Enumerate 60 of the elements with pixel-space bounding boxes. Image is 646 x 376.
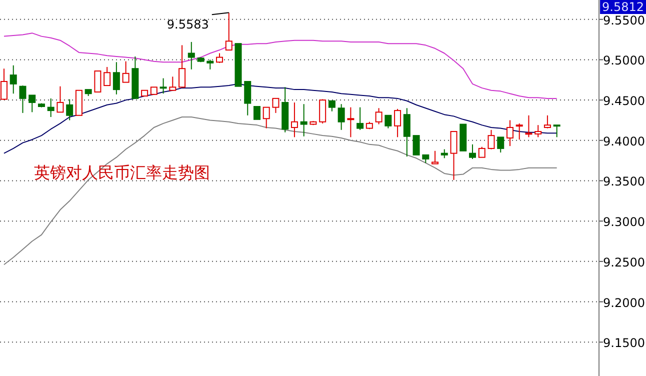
candlestick — [188, 41, 195, 70]
candlestick — [47, 98, 54, 118]
candlestick — [225, 12, 232, 51]
candlestick — [412, 135, 420, 156]
candlestick — [525, 114, 532, 138]
candlestick — [253, 106, 260, 120]
candlestick — [544, 114, 551, 129]
candlestick — [160, 78, 167, 94]
candlestick — [300, 104, 308, 137]
annotation: 9.5583 — [166, 18, 209, 32]
y-tick-label: 9.2000 — [603, 296, 645, 310]
candlestick — [469, 144, 476, 160]
candlestick — [206, 59, 214, 70]
candlestick — [178, 44, 186, 88]
candlestick — [94, 70, 102, 92]
candlestick — [104, 66, 111, 86]
candlestick — [112, 62, 120, 95]
candlestick — [28, 94, 36, 113]
candlestick — [394, 108, 402, 138]
y-tick-label: 9.4000 — [603, 134, 645, 148]
candlestick — [216, 52, 224, 64]
candlestick — [122, 60, 130, 83]
candlestick — [403, 108, 410, 158]
candlestick — [319, 98, 326, 124]
candlestick — [488, 129, 495, 150]
candlestick — [0, 68, 8, 101]
candlestick — [262, 106, 270, 129]
candlestick — [384, 114, 392, 129]
candlestick — [272, 98, 280, 114]
candlestick — [497, 136, 504, 153]
candlestick — [56, 86, 64, 113]
candlestick — [19, 85, 26, 114]
candlestick — [534, 124, 542, 138]
candlestick — [169, 76, 176, 91]
line-series — [4, 32, 558, 99]
candlestick — [10, 64, 17, 94]
candlestick — [478, 146, 486, 158]
y-tick-label: 9.2500 — [603, 255, 645, 270]
y-tick-label: 9.3500 — [603, 174, 645, 189]
candlestick — [66, 98, 74, 121]
line-series — [4, 116, 558, 266]
candlestick — [290, 102, 298, 138]
candlestick — [328, 100, 336, 112]
y-tick-label: 9.5000 — [603, 54, 645, 68]
candlestick — [338, 104, 345, 130]
y-tick-label: 9.4500 — [603, 94, 645, 108]
candlestick — [356, 106, 364, 130]
candlestick — [375, 108, 382, 125]
candlestick — [244, 80, 252, 116]
candlestick — [506, 120, 514, 147]
candlestick — [553, 124, 560, 138]
candlestick — [432, 150, 439, 164]
candlestick — [516, 122, 523, 140]
y-tick-label: 9.1500 — [603, 336, 645, 350]
y-tick-label: 9.3000 — [603, 215, 645, 230]
y-tick-label: 9.5500 — [603, 13, 645, 28]
text: 英镑对人民币汇率走势图 — [34, 163, 210, 182]
candlestick — [450, 131, 458, 180]
text: 9.5812 — [602, 0, 644, 14]
candlestick — [347, 106, 354, 138]
